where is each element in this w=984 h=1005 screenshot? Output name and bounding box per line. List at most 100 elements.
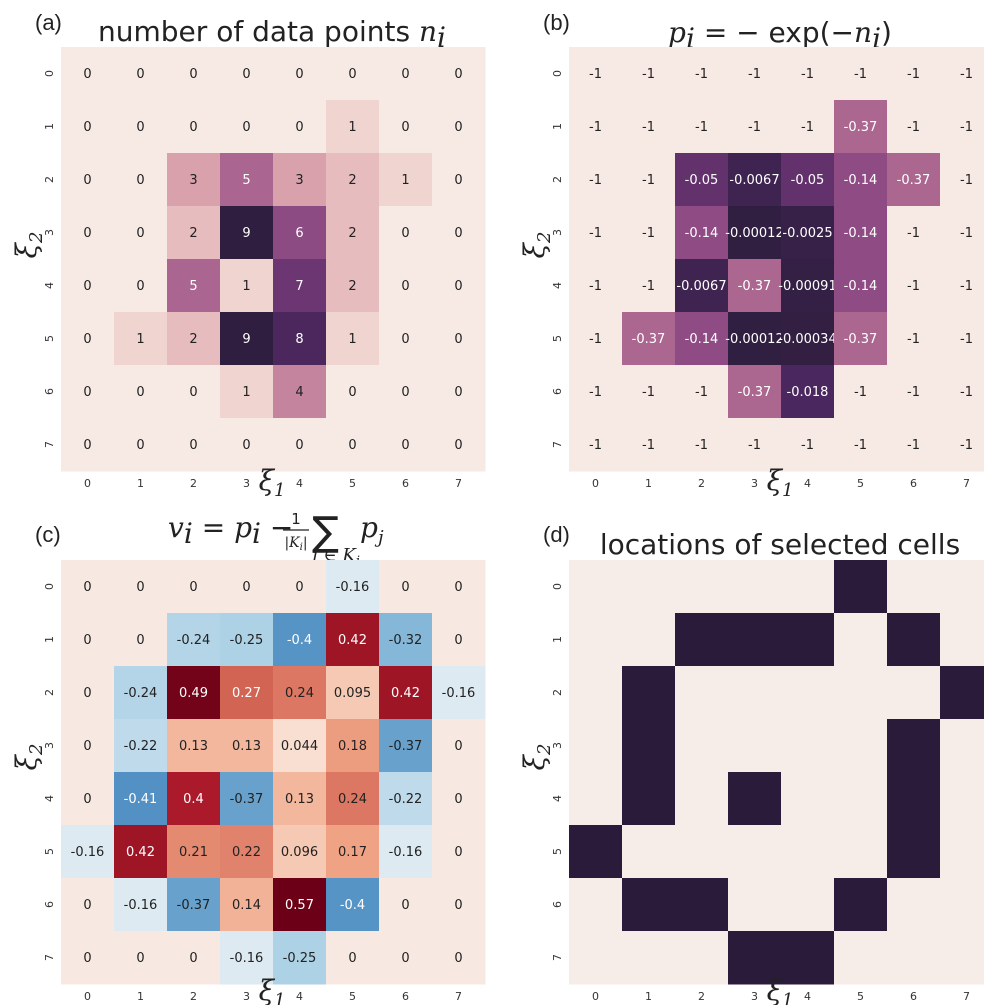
heatmap-cell — [940, 47, 984, 101]
heatmap-cell — [326, 312, 380, 366]
y-tick-label: 1 — [43, 123, 56, 130]
cell-value-label: -1 — [960, 67, 973, 82]
x-tick-label: 0 — [84, 990, 91, 1003]
cell-value-label: -1 — [589, 279, 602, 294]
cell-value-label: 0 — [83, 739, 91, 754]
heatmap-cell — [273, 312, 327, 366]
heatmap-cell — [326, 259, 380, 313]
heatmap-cell — [379, 153, 433, 207]
panel-b: (b) pi = − exp(−ni) -1 -1 -1 -1 -1 -1 -1 -1-1 -1… — [518, 10, 984, 501]
heatmap-cell — [220, 772, 274, 826]
cell-value-label: 0 — [348, 951, 356, 966]
y-tick-label: 7 — [43, 441, 56, 448]
cell-value-label: -1 — [748, 438, 761, 453]
heatmap-cell — [432, 153, 486, 207]
cell-value-label: 0 — [83, 173, 91, 188]
heatmap-cell — [675, 312, 729, 366]
heatmap-cell — [273, 560, 327, 614]
x-tick-label: 5 — [349, 477, 356, 490]
heatmap-cell — [167, 560, 221, 614]
cell-value-label: 0 — [401, 580, 409, 595]
heatmap-cell — [273, 931, 327, 985]
heatmap-cell — [834, 772, 888, 826]
heatmap-a: 0 0 0 0 0 0 0 0 0 0 0 0 0 1 0 0 0 0 3 5 3 2 1 0 0 0 2 9 6 2 0 0 0 0 5 1 7 2 0 0… — [43, 47, 486, 490]
heatmap-cell — [326, 878, 380, 932]
heatmap-cell — [622, 613, 676, 667]
x-tick-label: 5 — [857, 990, 864, 1003]
x-tick-label: 0 — [592, 990, 599, 1003]
heatmap-cell — [781, 878, 835, 932]
cell-value-label: -1 — [854, 385, 867, 400]
heatmap-cell — [781, 931, 835, 985]
heatmap-cell — [834, 47, 888, 101]
cell-value-label: -0.05 — [791, 173, 825, 188]
cell-value-label: -1 — [960, 226, 973, 241]
cell-value-label: 1 — [242, 385, 250, 400]
heatmap-cell — [326, 666, 380, 720]
heatmap-cell — [379, 365, 433, 419]
heatmap-cell — [379, 259, 433, 313]
cell-value-label: 0.13 — [285, 792, 314, 807]
heatmap-cell — [781, 666, 835, 720]
heatmap-cell — [167, 772, 221, 826]
cell-value-label: -1 — [801, 438, 814, 453]
cell-value-label: -0.37 — [177, 898, 211, 913]
cell-value-label: -1 — [854, 438, 867, 453]
cell-value-label: -0.16 — [336, 580, 370, 595]
cell-value-label: 0 — [136, 633, 144, 648]
heatmap-cell — [728, 931, 782, 985]
heatmap-cell — [273, 418, 327, 472]
cell-value-label: 0 — [454, 120, 462, 135]
heatmap-cell — [61, 772, 115, 826]
heatmap-cell — [167, 931, 221, 985]
heatmap-cell — [834, 613, 888, 667]
cell-value-label: -1 — [960, 385, 973, 400]
cell-value-label: 0 — [83, 633, 91, 648]
heatmap-cell — [326, 47, 380, 101]
cell-value-label: 0 — [83, 332, 91, 347]
heatmap-cell — [940, 878, 984, 932]
cell-value-label: -1 — [748, 67, 761, 82]
heatmap-cell — [432, 666, 486, 720]
heatmap-cell — [379, 418, 433, 472]
heatmap-cell — [940, 719, 984, 773]
cell-value-label: 0.4 — [183, 792, 204, 807]
heatmap-cell — [781, 206, 835, 260]
heatmap-cell — [114, 312, 168, 366]
heatmap-cell — [569, 931, 623, 985]
cell-value-label: 0 — [83, 120, 91, 135]
cell-value-label: 2 — [348, 173, 356, 188]
panel-d-ylabel: ξ2 — [518, 744, 555, 771]
heatmap-cell — [326, 931, 380, 985]
cell-value-label: -0.0025 — [782, 226, 832, 241]
heatmap-cell — [432, 719, 486, 773]
heatmap-cell — [114, 206, 168, 260]
x-tick-label: 7 — [963, 477, 970, 490]
cell-value-label: 0 — [454, 845, 462, 860]
heatmap-cell — [622, 719, 676, 773]
cell-value-label: 0 — [295, 67, 303, 82]
heatmap-cell — [887, 47, 941, 101]
heatmap-cell — [781, 772, 835, 826]
panel-b-ylabel: ξ2 — [518, 232, 555, 259]
heatmap-cell — [220, 153, 274, 207]
heatmap-cell — [114, 47, 168, 101]
cell-value-label: 0 — [454, 580, 462, 595]
heatmap-cell — [728, 878, 782, 932]
heatmap-cell — [834, 418, 888, 472]
heatmap-cell — [379, 100, 433, 154]
heatmap-cell — [834, 259, 888, 313]
heatmap-cell — [326, 825, 380, 879]
cell-value-label: 0 — [454, 792, 462, 807]
cell-value-label: -1 — [695, 120, 708, 135]
heatmap-cell — [61, 153, 115, 207]
cell-value-label: 0 — [348, 438, 356, 453]
heatmap-cell — [220, 365, 274, 419]
heatmap-cell — [379, 206, 433, 260]
heatmap-cell — [114, 772, 168, 826]
heatmap-cell — [114, 719, 168, 773]
heatmap-cell — [728, 418, 782, 472]
cell-value-label: 0 — [401, 438, 409, 453]
heatmap-cell — [326, 418, 380, 472]
cell-value-label: 0 — [348, 385, 356, 400]
